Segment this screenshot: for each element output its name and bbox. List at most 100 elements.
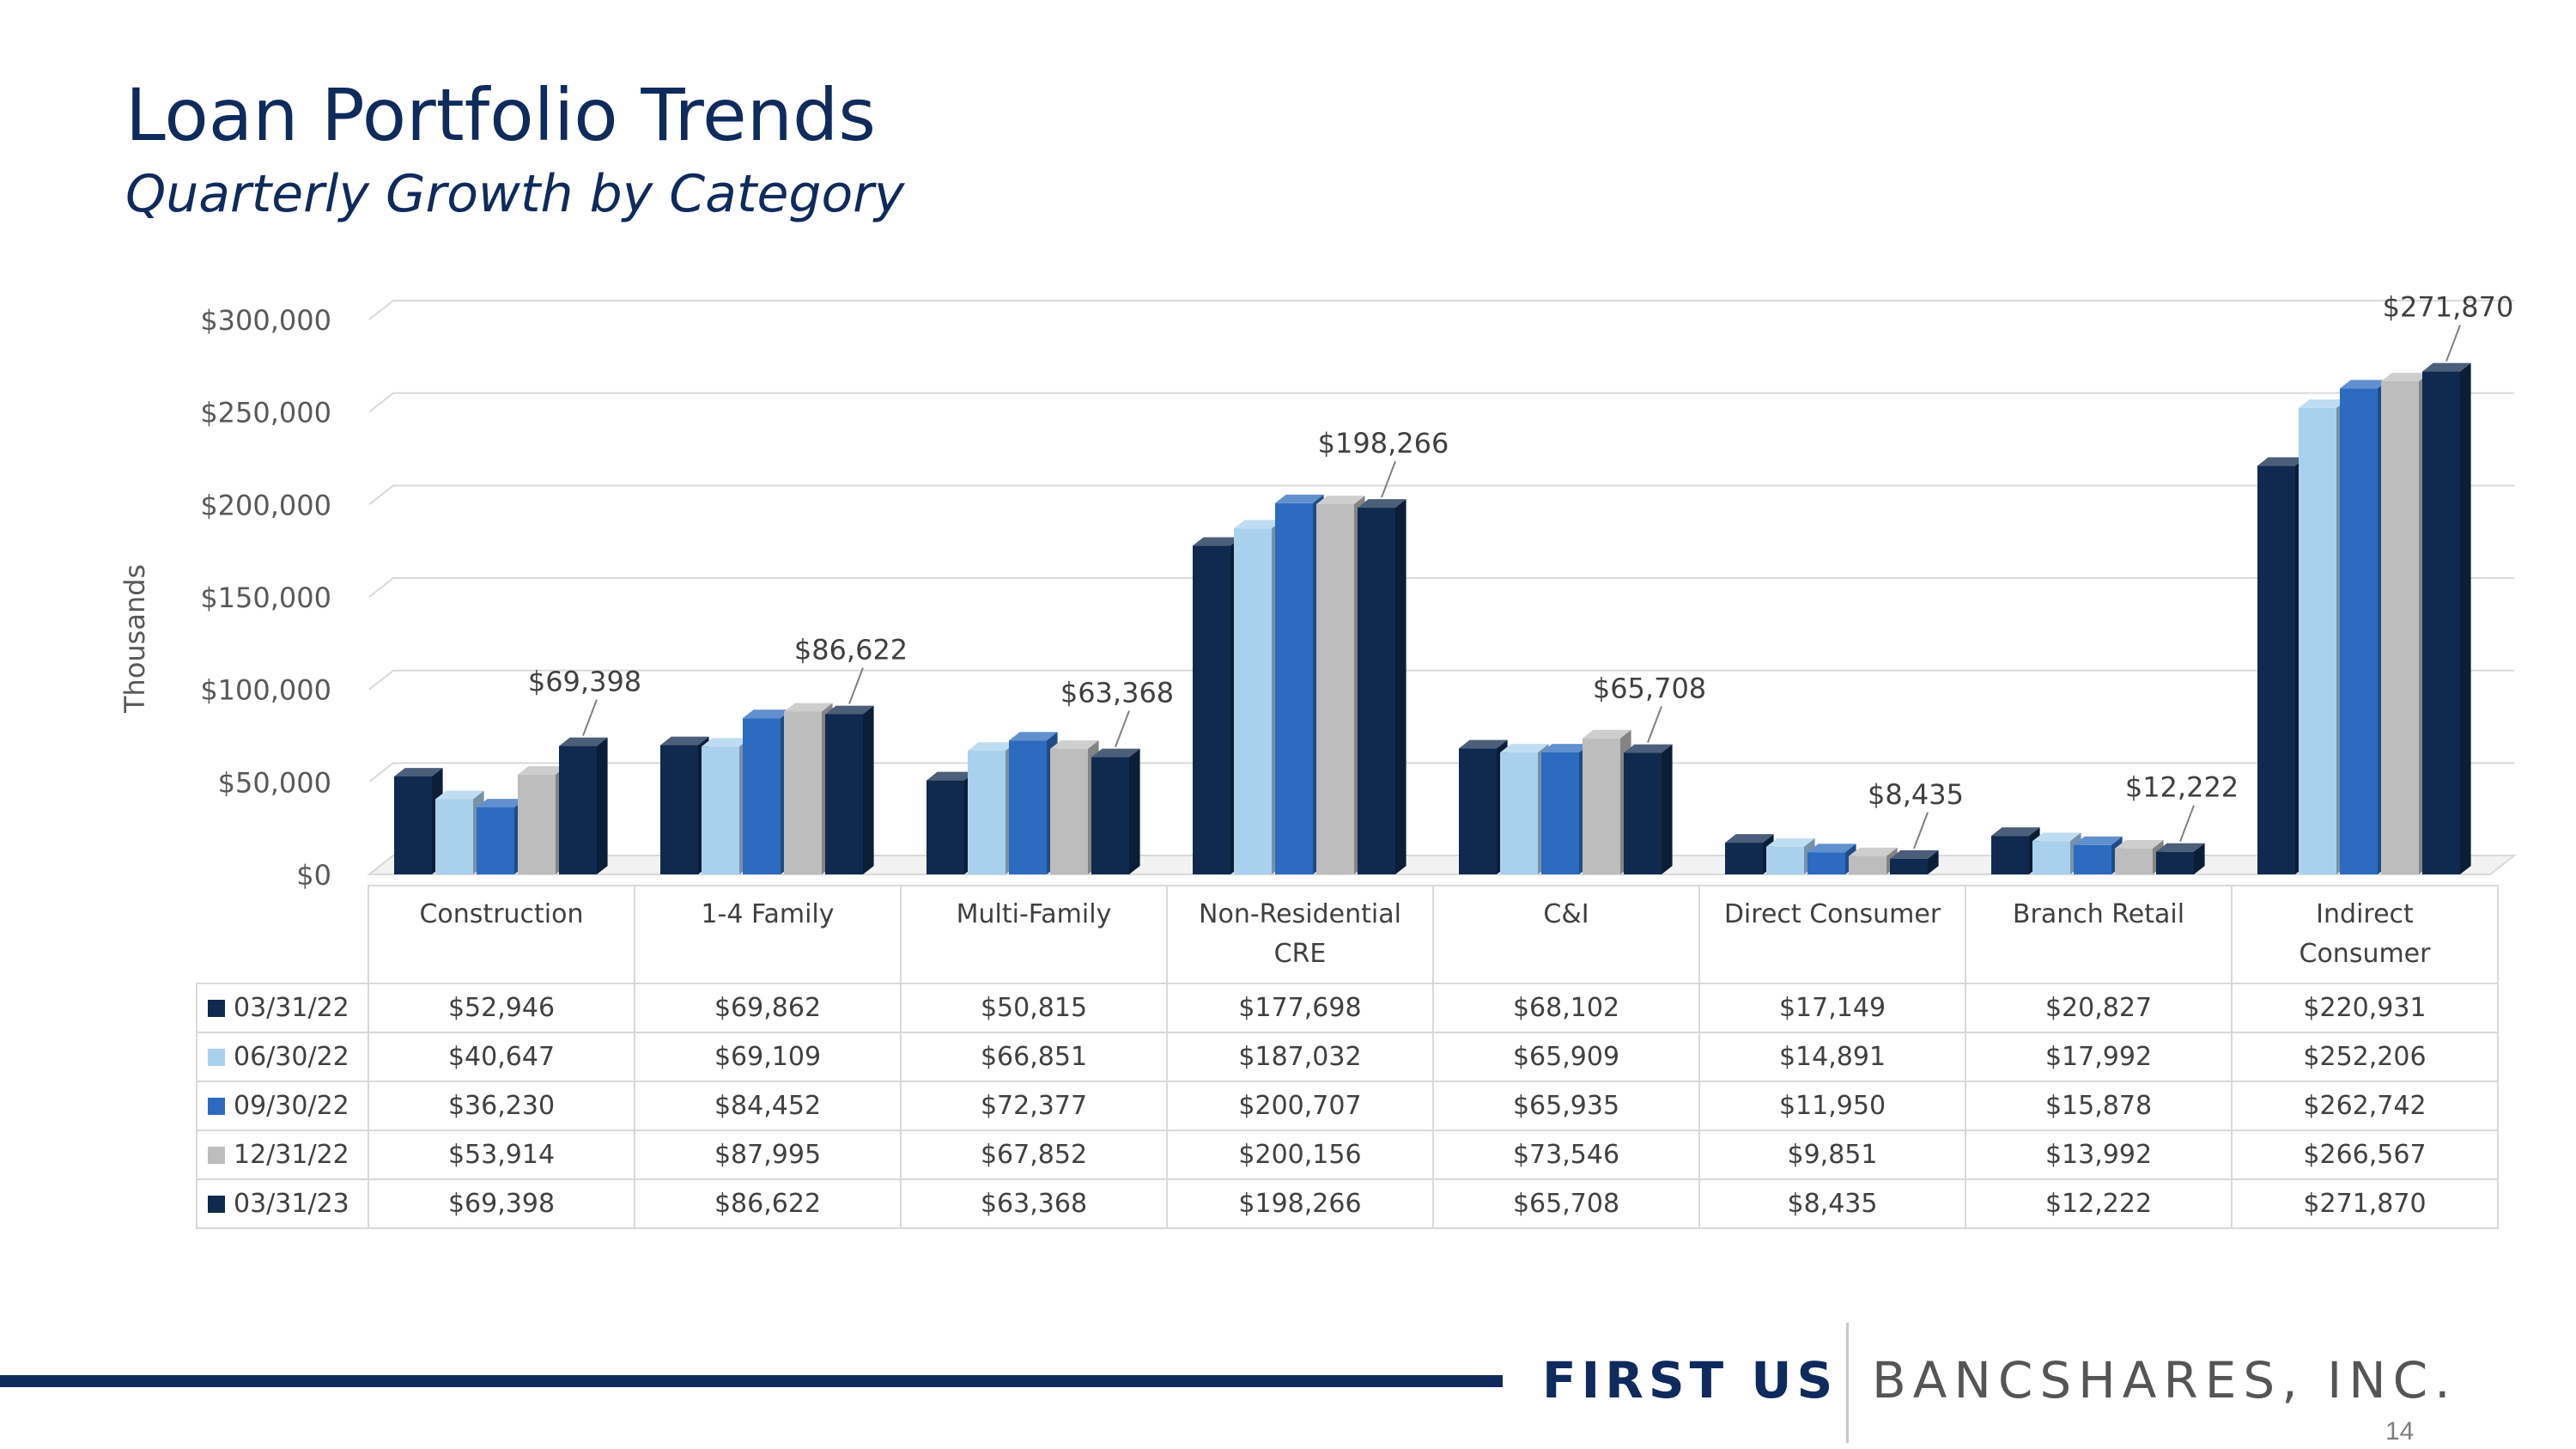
table-cell: $68,102	[1432, 983, 1700, 1033]
bar-top	[2257, 457, 2306, 466]
y-tick-label: $250,000	[200, 397, 331, 429]
table-cell: $87,995	[634, 1129, 902, 1180]
footer-rule	[0, 1375, 1503, 1387]
table-cell: $17,149	[1698, 983, 1966, 1033]
bar-top	[1459, 740, 1508, 749]
gridline	[368, 484, 2514, 506]
bar	[1091, 757, 1129, 874]
table-cell: $66,851	[900, 1032, 1168, 1082]
table-cell: $8,435	[1698, 1178, 1966, 1229]
bar-top	[1624, 744, 1673, 753]
legend-entry: 03/31/22	[196, 983, 369, 1033]
bar-top	[825, 705, 874, 715]
bar-top	[1358, 499, 1406, 508]
bar-chart: $0$50,000$100,000$150,000$200,000$250,00…	[200, 291, 2517, 892]
callout-line	[1381, 460, 1396, 498]
callout-line	[1913, 812, 1929, 849]
category-label: Branch Retail	[1965, 885, 2233, 984]
callout-line	[2179, 805, 2195, 843]
table-cell: $20,827	[1965, 983, 2233, 1033]
legend-swatch	[208, 1098, 225, 1115]
legend-swatch	[208, 1000, 225, 1017]
table-cell: $271,870	[2231, 1178, 2499, 1229]
table-cell: $11,950	[1698, 1081, 1966, 1131]
data-label: $65,708	[1593, 673, 1706, 705]
bar-top	[1316, 496, 1365, 504]
bar-top	[394, 768, 443, 776]
bar	[968, 751, 1005, 874]
table-cell: $69,109	[634, 1032, 902, 1082]
category-label: Multi-Family	[900, 885, 1168, 984]
bar-top	[1275, 494, 1324, 503]
data-label: $86,622	[794, 633, 908, 666]
gridline	[368, 392, 2514, 413]
category-label: Construction	[368, 885, 635, 984]
bar-top	[1991, 827, 2040, 837]
table-cell: $252,206	[2231, 1032, 2499, 1082]
bar	[2257, 466, 2295, 874]
legend-swatch	[208, 1049, 225, 1066]
bar-top	[1849, 847, 1898, 856]
bar-top	[1009, 732, 1058, 741]
bar-side	[2460, 362, 2471, 874]
bar	[1050, 748, 1088, 874]
bar	[927, 780, 964, 874]
category-label: Non-Residential CRE	[1166, 885, 1434, 984]
data-label: $8,435	[1868, 778, 1964, 811]
bar	[1849, 855, 1886, 874]
bar-top	[477, 799, 526, 807]
table-row: 03/31/23 $69,398 $86,622 $63,368 $198,266 $65…	[196, 1178, 2499, 1229]
bar	[2115, 848, 2153, 874]
bar	[2340, 388, 2378, 874]
bar-top	[559, 737, 608, 746]
bar-side	[2194, 843, 2205, 874]
table-cell: $200,707	[1166, 1081, 1434, 1131]
bar-top	[2381, 373, 2430, 381]
bar-top	[2422, 362, 2471, 372]
brand-name-secondary: BANCSHARES, INC.	[1872, 1351, 2458, 1409]
data-label: $198,266	[1318, 427, 1449, 460]
table-cell: $50,815	[900, 983, 1168, 1033]
slide-subtitle: Quarterly Growth by Category	[125, 164, 905, 224]
legend-entry: 06/30/22	[196, 1032, 369, 1082]
callout-line	[582, 699, 598, 736]
data-label: $271,870	[2383, 291, 2514, 324]
bar-side	[1129, 748, 1140, 874]
table-cell: $198,266	[1166, 1178, 1434, 1229]
table-cell: $84,452	[634, 1081, 902, 1131]
y-tick-label: $200,000	[200, 489, 331, 521]
y-tick-label: $50,000	[218, 766, 331, 799]
gridline	[368, 669, 2514, 691]
category-label: C&I	[1432, 885, 1700, 984]
page-number: 14	[2385, 1417, 2415, 1446]
data-label: $12,222	[2125, 771, 2239, 804]
bar	[1234, 528, 1272, 874]
table-cell: $67,852	[900, 1129, 1168, 1180]
callout-line	[2445, 325, 2461, 362]
bar	[1624, 752, 1662, 874]
bar-top	[1050, 740, 1099, 749]
table-cell: $72,377	[900, 1081, 1168, 1131]
bar-top	[1583, 729, 1631, 739]
gridline	[368, 300, 2514, 320]
bar-top	[927, 771, 975, 781]
bar	[1193, 545, 1230, 874]
bar-side	[1662, 744, 1673, 874]
bar	[1991, 836, 2029, 874]
table-cell: $36,230	[368, 1081, 635, 1131]
bar	[477, 807, 514, 874]
bar	[1807, 852, 1845, 874]
bar-top	[2074, 836, 2123, 845]
bar-top	[702, 738, 750, 747]
table-row: 09/30/22 $36,230 $84,452 $72,377 $200,707 $65…	[196, 1081, 2499, 1131]
bar-top	[660, 736, 709, 746]
bar-top	[1500, 744, 1549, 753]
bar-top	[2115, 839, 2164, 849]
table-cell: $86,622	[634, 1178, 902, 1229]
bar-top	[1766, 838, 1815, 847]
bar-side	[863, 705, 874, 874]
legend-entry: 12/31/22	[196, 1129, 369, 1180]
bar-top	[1091, 748, 1140, 758]
legend-swatch	[208, 1147, 225, 1164]
table-cell: $69,398	[368, 1178, 635, 1229]
